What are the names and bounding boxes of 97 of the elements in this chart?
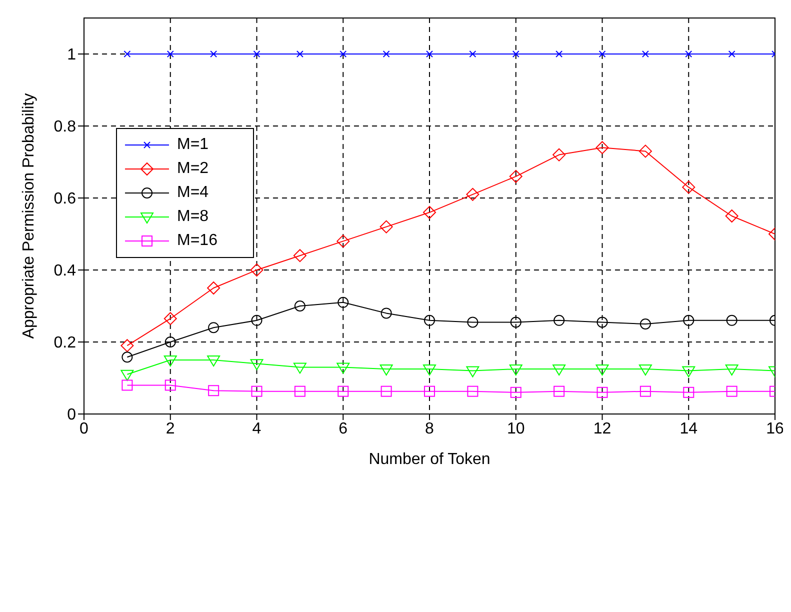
point — [122, 352, 133, 363]
point — [336, 362, 350, 374]
x-tick-label: 14 — [680, 420, 698, 438]
x-tick-label: 0 — [80, 420, 89, 438]
x-tick-label: 6 — [338, 420, 348, 438]
point — [124, 50, 131, 58]
point — [598, 50, 606, 58]
point — [164, 312, 177, 326]
point — [642, 50, 649, 58]
point — [380, 364, 393, 376]
point — [210, 50, 218, 58]
point — [251, 386, 262, 397]
point — [424, 314, 435, 326]
point — [382, 50, 390, 58]
point — [640, 318, 651, 330]
point — [338, 296, 349, 308]
point — [683, 386, 694, 398]
y-tick-label: 0.8 — [54, 118, 76, 136]
point — [250, 264, 264, 276]
point — [638, 144, 652, 158]
point — [293, 249, 306, 262]
point — [556, 50, 563, 58]
y-tick-label: 0.2 — [54, 334, 76, 352]
point — [683, 314, 694, 326]
x-tick-label: 10 — [506, 420, 525, 438]
point — [251, 314, 262, 326]
legend-label: M=4 — [177, 184, 209, 202]
point — [208, 385, 220, 396]
point — [685, 50, 692, 58]
point — [726, 386, 738, 397]
point — [596, 386, 608, 398]
point — [596, 364, 609, 376]
point — [725, 364, 738, 376]
point — [467, 316, 478, 328]
point — [424, 386, 435, 397]
x-axis-title: Number of Token — [368, 451, 490, 468]
point — [682, 180, 696, 194]
point — [509, 364, 522, 376]
point — [726, 314, 738, 326]
point — [120, 370, 134, 381]
point — [596, 316, 608, 328]
point — [296, 50, 304, 58]
point — [509, 170, 522, 183]
point — [207, 282, 220, 294]
point — [638, 364, 652, 376]
legend-label: M=2 — [177, 160, 209, 178]
legend-label: M=8 — [177, 208, 209, 226]
point — [122, 380, 133, 391]
point — [554, 314, 565, 326]
point — [336, 234, 350, 248]
point — [426, 50, 433, 58]
legend-label: M=1 — [177, 136, 209, 154]
y-tick-label: 0.4 — [54, 262, 76, 280]
x-tick-label: 4 — [252, 420, 262, 438]
point — [338, 386, 349, 397]
x-tick-label: 2 — [166, 420, 175, 438]
point — [682, 366, 696, 378]
y-tick-label: 0.6 — [54, 190, 76, 208]
point — [253, 50, 260, 58]
point — [120, 339, 134, 352]
point — [510, 316, 522, 328]
point — [164, 380, 176, 391]
point — [294, 300, 306, 312]
point — [469, 50, 476, 58]
point — [164, 336, 176, 348]
y-axis-title: Appropriate Permission Probability — [20, 93, 38, 339]
point — [728, 50, 736, 58]
point — [380, 220, 393, 234]
point — [466, 188, 480, 201]
point — [554, 386, 565, 397]
point — [293, 362, 306, 374]
point — [510, 386, 522, 398]
point — [294, 386, 306, 397]
point — [640, 386, 651, 397]
point — [340, 50, 347, 58]
point — [512, 50, 520, 58]
point — [423, 206, 436, 219]
point — [596, 141, 609, 154]
point — [466, 366, 480, 378]
point — [552, 364, 566, 376]
point — [208, 322, 220, 334]
point — [380, 386, 392, 397]
point — [467, 386, 478, 397]
point — [380, 308, 392, 319]
point — [250, 359, 264, 370]
point — [552, 148, 566, 162]
x-tick-label: 16 — [766, 420, 784, 438]
y-tick-label: 0 — [67, 406, 76, 424]
point — [207, 356, 220, 366]
x-tick-label: 12 — [593, 420, 612, 438]
point — [423, 364, 436, 376]
point — [725, 210, 738, 222]
point — [164, 356, 177, 366]
point — [166, 50, 174, 58]
x-tick-label: 8 — [425, 420, 434, 438]
y-tick-label: 1 — [67, 46, 76, 64]
legend-label: M=16 — [177, 232, 218, 250]
